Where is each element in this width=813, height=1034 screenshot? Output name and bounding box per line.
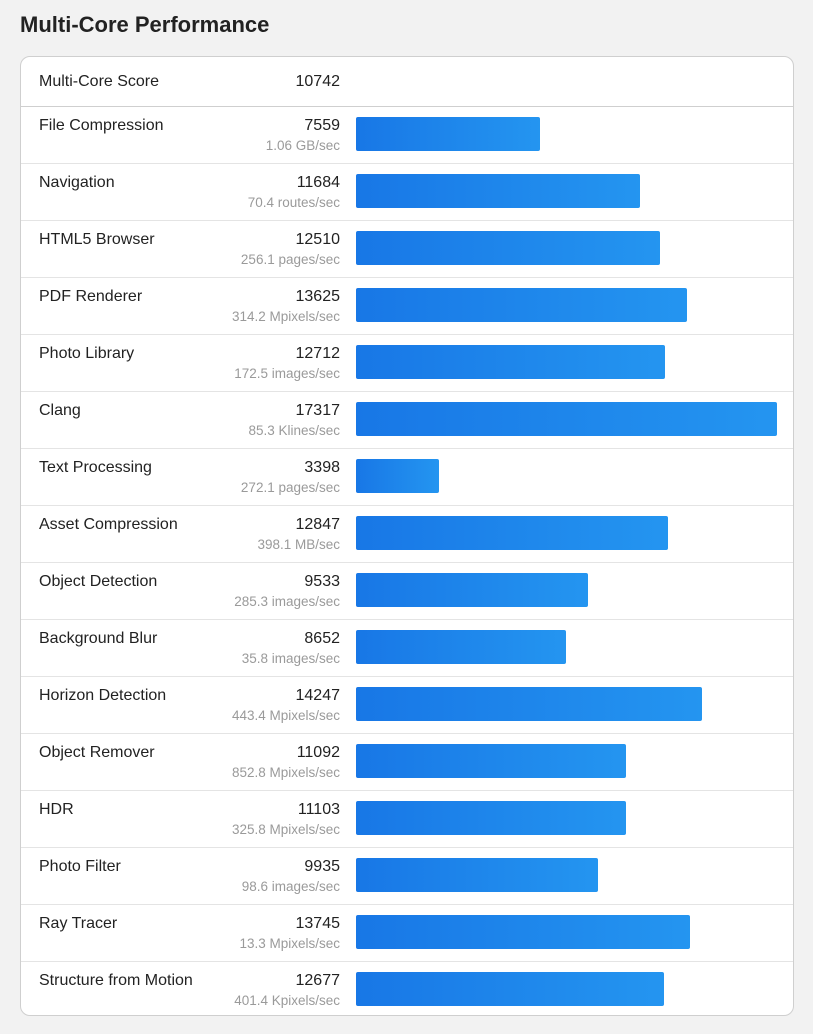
benchmark-name: Object Detection [39,573,158,590]
benchmark-score: 12712 [295,345,341,362]
benchmark-bar-chart: File Compression 7559 1.06 GB/sec Navigatio… [21,107,793,1015]
benchmark-name: Photo Filter [39,858,121,875]
benchmark-row: Text Processing 3398 272.1 pages/sec [21,449,793,506]
benchmark-rate: 314.2 Mpixels/sec [231,309,340,324]
benchmark-score: 12847 [295,516,341,533]
multi-core-score-value: 10742 [295,73,341,90]
benchmark-score: 12510 [295,231,341,248]
benchmark-rate: 13.3 Mpixels/sec [239,936,340,951]
benchmark-row: Horizon Detection 14247 443.4 Mpixels/sec [21,677,793,734]
benchmark-score: 11092 [296,744,340,761]
benchmark-score: 9935 [304,858,340,875]
benchmark-rate: 1.06 GB/sec [265,138,340,153]
benchmark-name: Photo Library [39,345,135,362]
benchmark-bar [356,174,640,208]
benchmark-bar [356,117,540,151]
multi-core-score-row: Multi-Core Score 10742 [21,57,793,107]
benchmark-bar [356,459,439,493]
benchmark-bar [356,972,664,1006]
benchmark-row: PDF Renderer 13625 314.2 Mpixels/sec [21,278,793,335]
benchmark-name: Structure from Motion [39,972,193,989]
benchmark-rate: 272.1 pages/sec [240,480,340,495]
benchmark-name: Background Blur [39,630,158,647]
benchmark-name: Clang [39,402,81,419]
benchmark-bar [356,288,687,322]
benchmark-bar [356,801,626,835]
benchmark-row: Object Remover 11092 852.8 Mpixels/sec [21,734,793,791]
benchmark-score: 7559 [304,117,340,134]
benchmark-row: Navigation 11684 70.4 routes/sec [21,164,793,221]
benchmark-score: 9533 [304,573,340,590]
benchmark-rate: 85.3 Klines/sec [248,423,340,438]
benchmark-name: PDF Renderer [39,288,143,305]
benchmark-name: Ray Tracer [39,915,118,932]
benchmark-score: 11103 [297,801,340,818]
benchmark-score: 3398 [304,459,340,476]
benchmark-score: 17317 [295,402,341,419]
benchmark-name: Object Remover [39,744,155,761]
benchmark-bar [356,231,660,265]
page-title: Multi-Core Performance [20,12,270,37]
benchmark-row: HTML5 Browser 12510 256.1 pages/sec [21,221,793,278]
benchmark-bar [356,516,668,550]
benchmark-bar [356,345,665,379]
benchmark-name: Horizon Detection [39,687,167,704]
benchmark-row: Photo Filter 9935 98.6 images/sec [21,848,793,905]
benchmark-score: 13625 [295,288,341,305]
benchmark-row: Photo Library 12712 172.5 images/sec [21,335,793,392]
benchmark-row: Object Detection 9533 285.3 images/sec [21,563,793,620]
benchmark-rate: 398.1 MB/sec [257,537,340,552]
benchmark-rate: 172.5 images/sec [234,366,340,381]
benchmark-rate: 256.1 pages/sec [240,252,340,267]
multi-core-score-label: Multi-Core Score [39,73,160,90]
benchmark-bar [356,744,626,778]
benchmark-bar [356,915,690,949]
benchmark-rate: 35.8 images/sec [241,651,340,666]
results-card: Multi-Core Score 10742 File Compression 7… [20,56,794,1016]
benchmark-bar [356,573,588,607]
benchmark-name: HDR [39,801,74,818]
benchmark-score: 12677 [295,972,341,989]
benchmark-rate: 443.4 Mpixels/sec [231,708,340,723]
benchmark-bar [356,630,566,664]
benchmark-row: File Compression 7559 1.06 GB/sec [21,107,793,164]
benchmark-row: Ray Tracer 13745 13.3 Mpixels/sec [21,905,793,962]
benchmark-row: HDR 11103 325.8 Mpixels/sec [21,791,793,848]
benchmark-rate: 325.8 Mpixels/sec [231,822,340,837]
benchmark-score: 11684 [296,174,340,191]
benchmark-score: 13745 [295,915,341,932]
benchmark-row: Background Blur 8652 35.8 images/sec [21,620,793,677]
benchmark-row: Asset Compression 12847 398.1 MB/sec [21,506,793,563]
benchmark-rate: 285.3 images/sec [234,594,340,609]
benchmark-rate: 70.4 routes/sec [247,195,340,210]
benchmark-bar [356,858,598,892]
benchmark-score: 14247 [295,687,341,704]
benchmark-name: Text Processing [39,459,152,476]
benchmark-bar [356,402,777,436]
benchmark-bar [356,687,702,721]
benchmark-name: HTML5 Browser [39,231,155,248]
benchmark-rate: 852.8 Mpixels/sec [231,765,340,780]
benchmark-rate: 401.4 Kpixels/sec [234,993,340,1008]
benchmark-row: Clang 17317 85.3 Klines/sec [21,392,793,449]
benchmark-name: Navigation [39,174,115,191]
benchmark-name: Asset Compression [39,516,178,533]
benchmark-rate: 98.6 images/sec [241,879,340,894]
benchmark-score: 8652 [304,630,340,647]
benchmark-row: Structure from Motion 12677 401.4 Kpixels/… [21,962,793,1015]
benchmark-name: File Compression [39,117,164,134]
